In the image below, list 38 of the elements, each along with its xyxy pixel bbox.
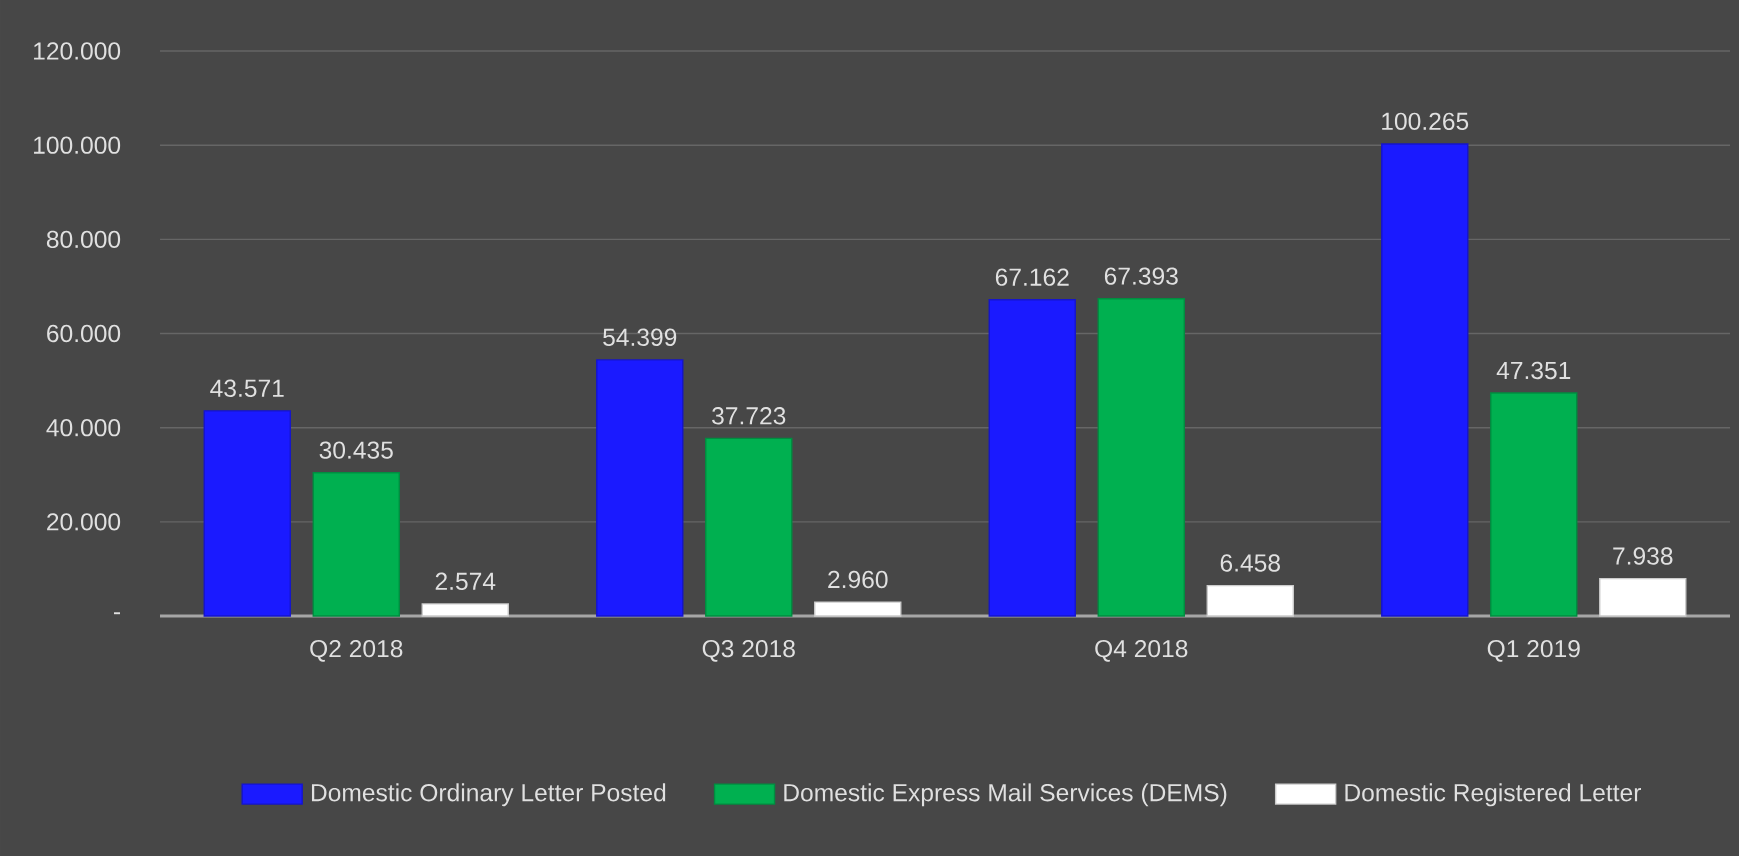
x-tick-label: Q1 2019 xyxy=(1487,639,1580,662)
y-tick-label: 80.000 xyxy=(46,230,121,249)
x-tick-label: Q2 2018 xyxy=(310,639,403,662)
data-label: 7.938 xyxy=(1613,547,1673,565)
data-label: 6.458 xyxy=(1220,554,1280,572)
bar xyxy=(203,410,291,617)
bar xyxy=(1206,584,1294,617)
data-label: 43.571 xyxy=(210,379,284,397)
data-label: 100.265 xyxy=(1382,112,1469,131)
bar xyxy=(1490,392,1578,617)
data-label: 67.393 xyxy=(1104,267,1178,285)
bar xyxy=(421,603,509,617)
bar xyxy=(1097,297,1185,617)
y-tick-label: - xyxy=(114,612,121,615)
x-tick-label: Q4 2018 xyxy=(1095,639,1188,662)
data-label: 2.960 xyxy=(828,570,888,589)
y-tick-label: 40.000 xyxy=(46,419,121,437)
y-tick-label: 60.000 xyxy=(47,324,121,343)
data-label: 67.162 xyxy=(995,268,1069,286)
bar xyxy=(1381,143,1469,617)
bar xyxy=(1599,577,1687,617)
bar xyxy=(312,472,400,617)
data-label: 47.351 xyxy=(1496,361,1571,380)
data-label: 30.435 xyxy=(319,441,393,459)
data-label: 54.399 xyxy=(603,328,677,346)
data-label: 37.723 xyxy=(712,407,786,425)
y-tick-label: 120.000 xyxy=(34,42,121,60)
bar xyxy=(988,299,1076,617)
legend-label: Domestic Express Mail Services (DEMS) xyxy=(784,783,1227,807)
data-label: 2.574 xyxy=(435,572,496,590)
bar xyxy=(596,359,684,617)
y-tick-label: 20.000 xyxy=(47,513,121,531)
y-tick-label: 100.000 xyxy=(34,136,121,154)
bar xyxy=(705,437,793,617)
legend-label: Domestic Ordinary Letter Posted xyxy=(311,783,666,807)
x-tick-label: Q3 2018 xyxy=(702,639,795,662)
legend-label: Domestic Registered Letter xyxy=(1345,783,1641,807)
bar xyxy=(814,601,902,617)
